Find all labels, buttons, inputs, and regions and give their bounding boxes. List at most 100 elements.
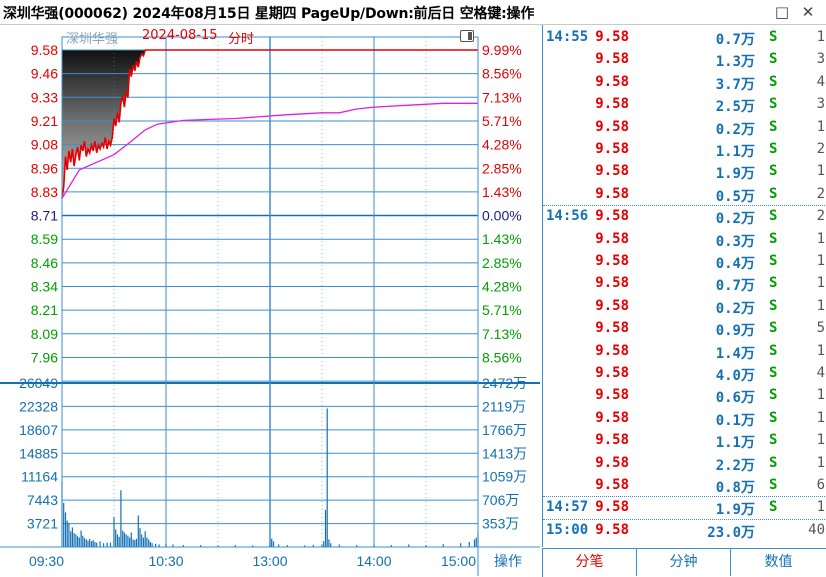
chart-date-label: 2024-08-15	[142, 28, 218, 43]
time-tick-label: 09:30	[29, 553, 64, 569]
tick-volume: 2.2万	[715, 457, 755, 474]
minute-separator	[543, 496, 825, 498]
average-line	[61, 102, 478, 199]
volume-tick-label: 3721	[27, 516, 58, 532]
pct-tick-label: 9.99%	[482, 42, 522, 58]
tick-count: 2	[816, 208, 825, 225]
pct-tick-label: 1.43%	[482, 231, 522, 247]
tick-volume: 1.1万	[715, 144, 755, 160]
volume-tick-label: 14885	[19, 445, 58, 461]
tick-count: 1	[816, 409, 825, 426]
tick-row[interactable]: 9.58 0.7万 S 1	[543, 272, 825, 294]
price-tick-label: 8.46	[31, 255, 58, 271]
price-tick-label: 9.58	[31, 42, 58, 58]
amount-tick-label: 2472万	[482, 375, 527, 391]
tick-price: 9.58	[595, 477, 629, 493]
price-tick-label: 8.59	[31, 231, 58, 247]
tick-price: 9.58	[595, 499, 629, 516]
pct-tick-label: 4.28%	[482, 279, 522, 295]
tick-side: S	[769, 320, 778, 337]
tick-row[interactable]: 15:00 9.58 23.0万 40	[543, 519, 825, 541]
tick-count: 1	[816, 342, 825, 359]
tick-row[interactable]: 9.58 0.1万 S 1	[543, 407, 825, 429]
tick-row[interactable]: 9.58 0.8万 S 6	[543, 474, 825, 496]
tick-row[interactable]: 9.58 2.5万 S 3	[543, 93, 825, 115]
tick-volume: 0.2万	[715, 211, 755, 228]
tick-price: 9.58	[595, 29, 629, 45]
tick-row[interactable]: 9.58 0.3万 S 1	[543, 228, 825, 250]
tick-count: 3	[816, 51, 825, 68]
operate-button[interactable]: 操作	[494, 553, 522, 569]
tick-side: S	[769, 185, 778, 202]
tick-price: 9.58	[595, 454, 629, 471]
chart-toggle-icon[interactable]	[460, 30, 474, 42]
intraday-chart[interactable]: 9.58 9.46 9.33 9.21 9.08 8.96 8.83 8.71 8.59 8.46…	[0, 25, 540, 576]
amount-tick-label: 2119万	[482, 398, 526, 414]
tick-volume: 3.7万	[715, 76, 755, 93]
price-tick-label: 7.96	[31, 349, 58, 365]
tick-price: 9.58	[595, 521, 629, 538]
tick-row[interactable]: 9.58 1.1万 S 2	[543, 138, 825, 160]
tick-count: 1	[816, 230, 825, 247]
tick-side: S	[769, 409, 778, 426]
tick-side: S	[769, 96, 778, 113]
tick-row[interactable]: 9.58 0.6万 S 1	[543, 384, 825, 406]
tick-row[interactable]: 14:55 9.58 0.7万 S 1	[543, 26, 825, 48]
tick-row[interactable]: 14:57 9.58 1.9万 S 1	[543, 496, 825, 518]
pct-tick-label: 1.43%	[482, 184, 522, 200]
restore-icon[interactable]: □	[774, 3, 790, 21]
intraday-chart-svg[interactable]: 9.58 9.46 9.33 9.21 9.08 8.96 8.83 8.71 8.59 8.46…	[0, 25, 540, 576]
tick-count: 2	[816, 141, 825, 157]
tick-side: S	[769, 387, 778, 404]
tick-volume: 1.4万	[715, 345, 755, 362]
tick-row[interactable]: 9.58 3.7万 S 4	[543, 71, 825, 93]
tick-side: S	[769, 73, 778, 90]
tick-side: S	[769, 454, 778, 471]
tick-row[interactable]: 9.58 0.4万 S 1	[543, 250, 825, 272]
tick-row[interactable]: 9.58 1.4万 S 1	[543, 340, 825, 362]
time-tick-label: 15:00	[441, 553, 476, 569]
tick-count: 6	[816, 477, 825, 493]
tick-volume: 0.2万	[715, 300, 755, 317]
tick-price: 9.58	[595, 141, 629, 157]
tick-detail-panel[interactable]: 14:55 9.58 0.7万 S 1 9.58 1.3万 S 3 9.58 3.7万 S 4 9.58 2…	[542, 25, 826, 547]
price-tick-label: 8.09	[31, 326, 58, 342]
tick-row[interactable]: 9.58 0.2万 S 1	[543, 295, 825, 317]
window-title: 深圳华强(000062) 2024年08月15日 星期四 PageUp/Down…	[3, 6, 535, 22]
tick-time: 14:55	[546, 29, 589, 45]
minute-separator	[543, 518, 825, 520]
tick-price: 9.58	[595, 432, 629, 449]
tick-count: 4	[816, 365, 825, 381]
tick-row[interactable]: 9.58 1.3万 S 3	[543, 48, 825, 70]
tick-row[interactable]: 9.58 0.5万 S 2	[543, 183, 825, 205]
tick-price: 9.58	[595, 253, 629, 269]
tab-values[interactable]: 数值	[731, 549, 826, 576]
tick-price: 9.58	[595, 365, 629, 381]
tab-minutes[interactable]: 分钟	[637, 549, 731, 576]
tick-row[interactable]: 14:56 9.58 0.2万 S 2	[543, 205, 825, 227]
tick-row[interactable]: 9.58 0.9万 S 5	[543, 317, 825, 339]
volume-tick-label: 7443	[27, 492, 58, 508]
tick-side: S	[769, 208, 778, 225]
tick-row[interactable]: 9.58 0.2万 S 1	[543, 116, 825, 138]
tick-row[interactable]: 9.58 2.2万 S 1	[543, 452, 825, 474]
tick-price: 9.58	[595, 230, 629, 247]
tick-row[interactable]: 9.58 1.1万 S 1	[543, 429, 825, 451]
pct-tick-label: 5.71%	[482, 113, 522, 129]
tick-side: S	[769, 51, 778, 68]
tick-count: 1	[816, 297, 825, 314]
pct-tick-label: 2.85%	[482, 160, 522, 176]
tick-price: 9.58	[595, 409, 629, 426]
tab-ticks[interactable]: 分笔	[543, 549, 637, 576]
time-tick-label: 10:30	[148, 553, 183, 569]
pct-tick-label: 7.13%	[482, 326, 522, 342]
price-tick-label: 8.96	[31, 160, 58, 176]
tick-row[interactable]: 9.58 1.9万 S 1	[543, 160, 825, 182]
tick-row[interactable]: 9.58 4.0万 S 4	[543, 362, 825, 384]
tick-side: S	[769, 432, 778, 449]
price-tick-label: 9.08	[31, 137, 58, 153]
volume-tick-label: 11164	[21, 469, 58, 485]
close-icon[interactable]: ✕	[801, 3, 815, 21]
tick-volume: 4.0万	[715, 368, 755, 384]
tick-volume: 1.1万	[715, 435, 755, 452]
